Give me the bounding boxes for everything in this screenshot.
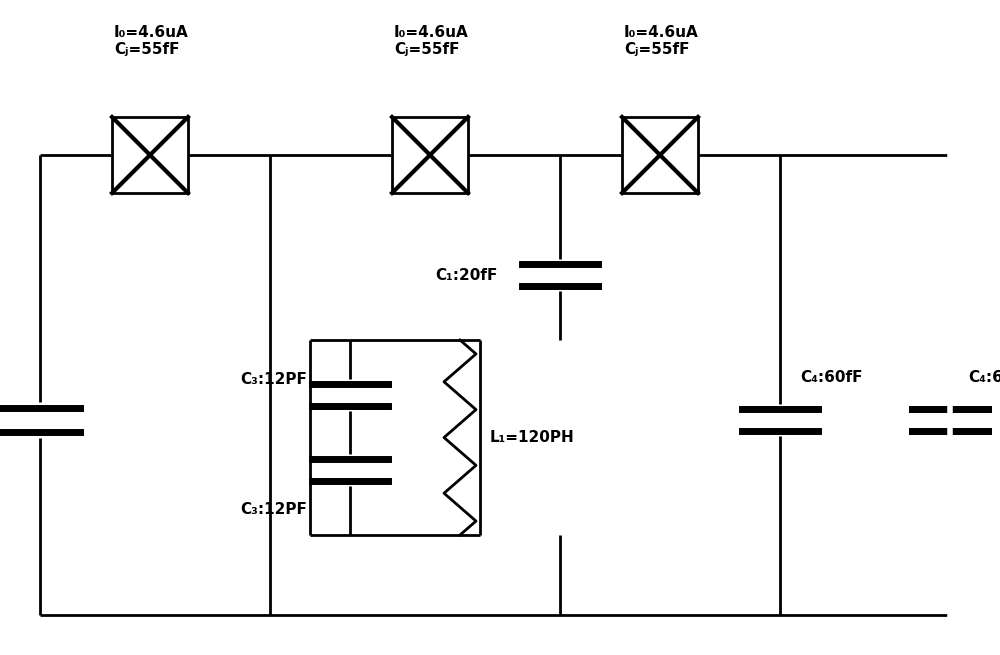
Text: I₀=4.6uA
Cⱼ=55fF: I₀=4.6uA Cⱼ=55fF [114, 25, 189, 57]
Text: C₃:12PF: C₃:12PF [240, 502, 307, 517]
Text: I₀=4.6uA
Cⱼ=55fF: I₀=4.6uA Cⱼ=55fF [624, 25, 699, 57]
Text: C₁:20fF: C₁:20fF [435, 267, 497, 282]
Bar [392, 117, 468, 193]
Bar [112, 117, 188, 193]
Bar [622, 117, 698, 193]
Text: C₃:12PF: C₃:12PF [240, 373, 307, 388]
Text: L₁=120PH: L₁=120PH [490, 430, 575, 445]
Text: I₀=4.6uA
Cⱼ=55fF: I₀=4.6uA Cⱼ=55fF [394, 25, 469, 57]
Text: C₄:60fF: C₄:60fF [800, 370, 862, 385]
Text: C₄:60fF: C₄:60fF [968, 370, 1000, 385]
